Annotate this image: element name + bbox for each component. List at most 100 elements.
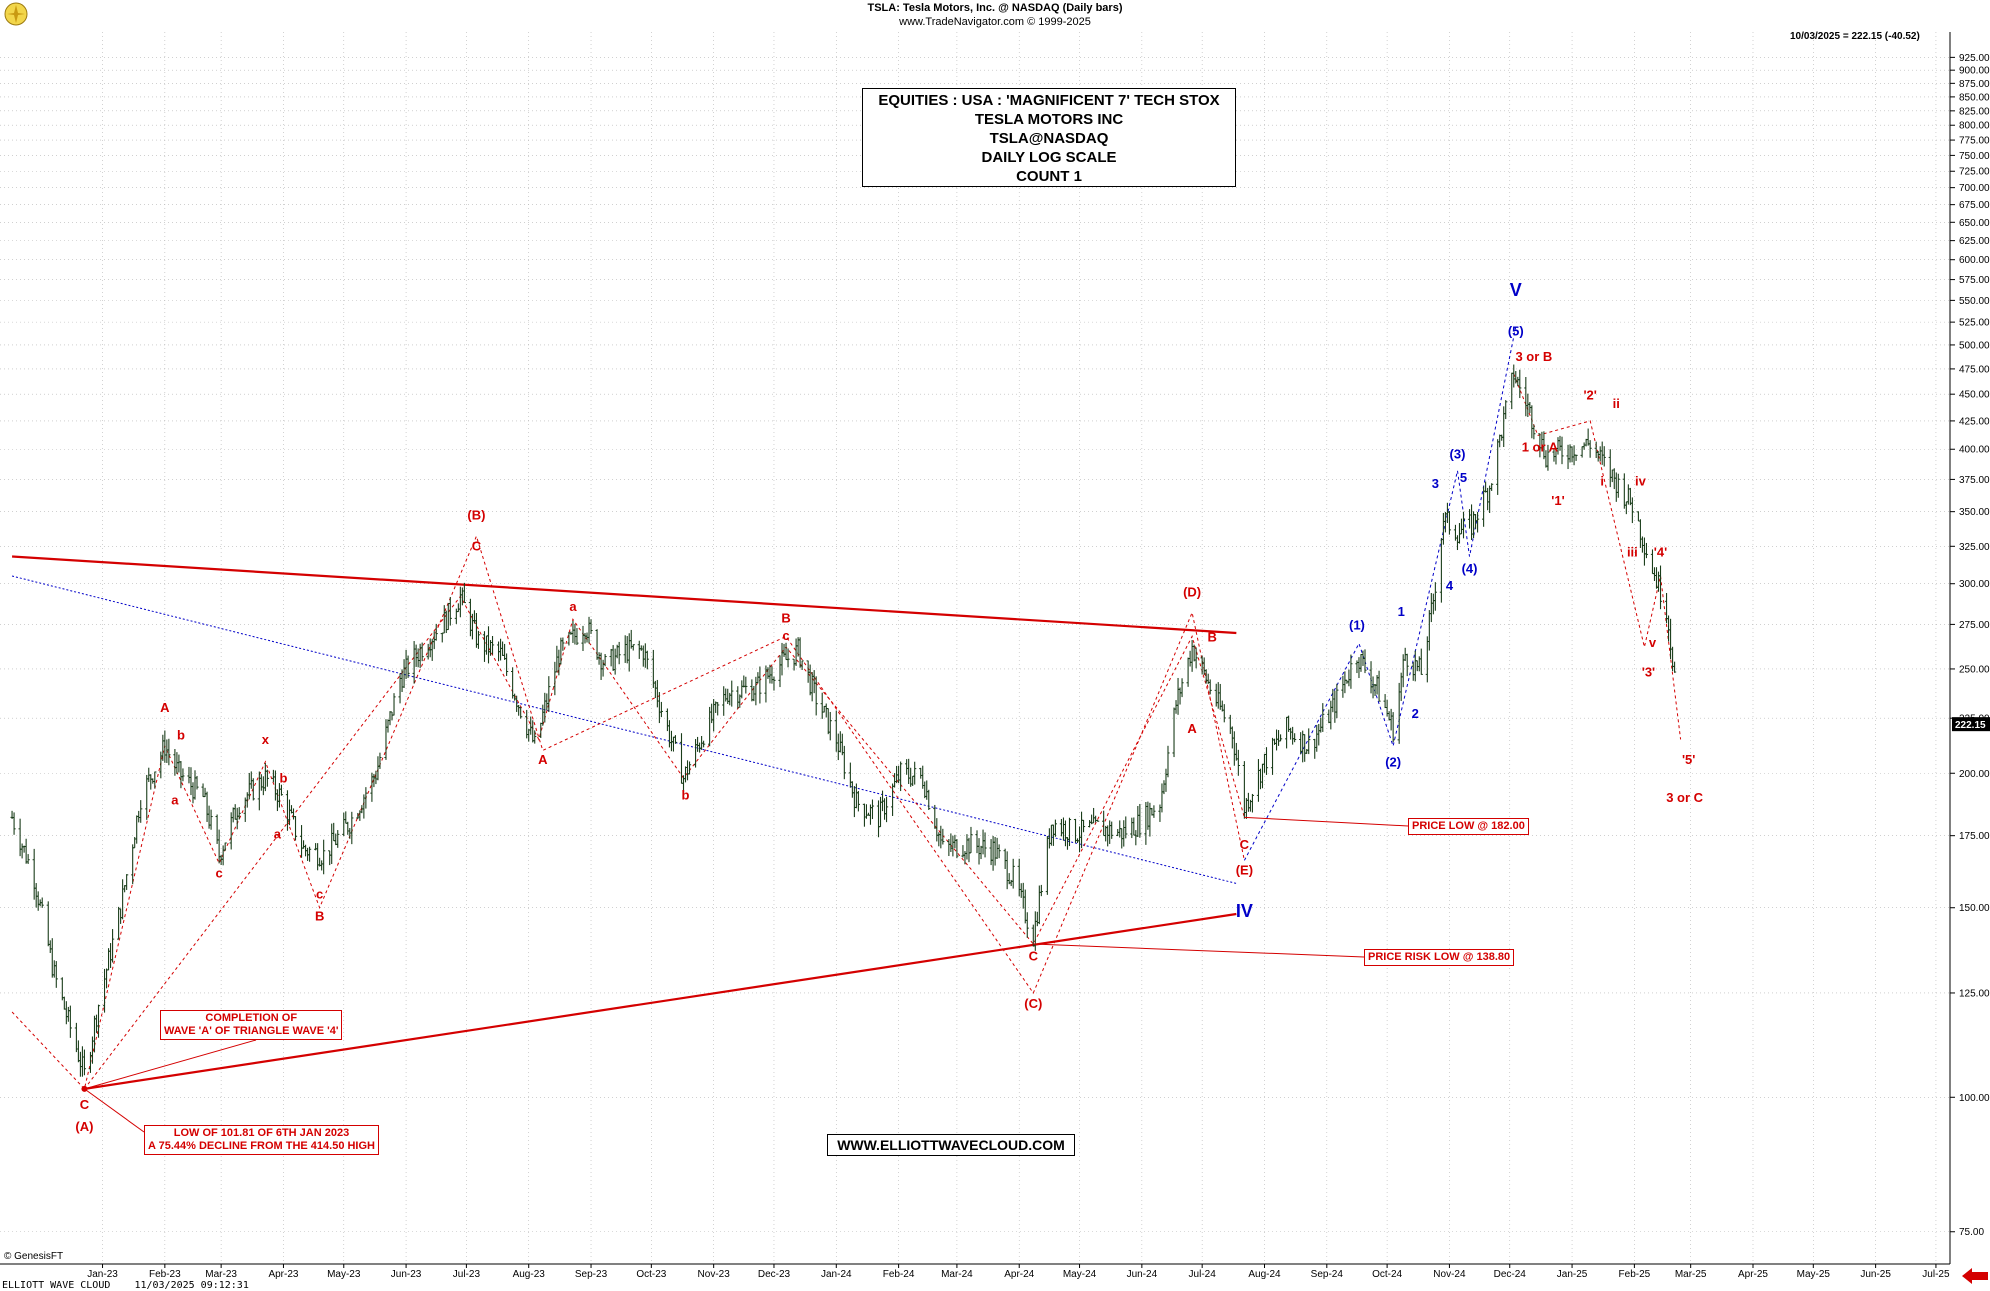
price-bar xyxy=(800,660,804,670)
price-bar xyxy=(975,830,979,854)
price-bar xyxy=(515,695,519,712)
price-bar xyxy=(121,879,125,920)
price-bar xyxy=(426,643,430,660)
price-bar xyxy=(1164,768,1168,792)
price-bar xyxy=(1260,763,1265,789)
price-bar xyxy=(842,745,846,780)
price-bar xyxy=(545,693,549,711)
title-line: COUNT 1 xyxy=(1016,168,1082,185)
price-bar xyxy=(695,736,700,752)
price-bar xyxy=(1160,783,1164,813)
price-bar xyxy=(659,701,663,718)
wave-label: c xyxy=(316,886,323,901)
price-bar xyxy=(145,774,149,820)
wave-path xyxy=(11,534,1245,1090)
price-bar xyxy=(414,644,418,667)
chart-header-title: TSLA: Tesla Motors, Inc. @ NASDAQ (Daily… xyxy=(867,2,1123,14)
price-bar xyxy=(778,655,782,688)
website-label: WWW.ELLIOTTWAVECLOUD.COM xyxy=(827,1134,1075,1156)
price-bar xyxy=(756,672,760,684)
price-bar xyxy=(772,676,776,691)
price-bar xyxy=(1377,670,1381,702)
price-bar xyxy=(1284,716,1289,749)
price-bar xyxy=(1023,889,1027,924)
price-bar xyxy=(702,740,706,748)
price-bar xyxy=(1222,704,1226,723)
price-bar xyxy=(949,833,953,853)
y-tick-label: 275.00 xyxy=(1959,620,1990,631)
wave-label: v xyxy=(1649,635,1657,650)
wave-label: '1' xyxy=(1551,493,1564,508)
price-bar xyxy=(1242,761,1246,819)
price-bar xyxy=(1411,661,1415,681)
price-bar xyxy=(271,769,276,783)
price-bar xyxy=(1053,819,1058,837)
price-bar xyxy=(1668,618,1673,660)
price-bar xyxy=(1216,682,1220,709)
price-bar xyxy=(935,818,939,842)
x-tick-label: Jun-24 xyxy=(1127,1269,1158,1280)
price-bar xyxy=(46,901,50,947)
price-bar xyxy=(108,943,113,969)
price-bar xyxy=(708,706,712,747)
price-bar xyxy=(1079,811,1084,849)
price-bar xyxy=(1124,816,1128,839)
scroll-right-arrow-icon[interactable] xyxy=(1962,1268,1988,1284)
y-tick-label: 875.00 xyxy=(1959,79,1990,90)
price-bar xyxy=(1047,828,1051,849)
price-bar xyxy=(1502,406,1506,448)
price-bar xyxy=(50,938,54,978)
price-bar xyxy=(18,818,22,857)
wave-label: '4' xyxy=(1654,544,1667,559)
price-bar xyxy=(1427,610,1431,651)
price-bar xyxy=(1447,511,1452,535)
price-bar xyxy=(595,629,599,660)
price-bar xyxy=(1642,537,1647,566)
price-bar xyxy=(854,783,858,809)
price-bar xyxy=(1586,428,1590,446)
price-bar xyxy=(1369,661,1373,694)
price-bar xyxy=(553,661,557,696)
y-tick-label: 325.00 xyxy=(1959,542,1990,553)
price-bar xyxy=(1021,882,1025,909)
price-bar xyxy=(456,603,460,613)
price-bar xyxy=(1037,885,1041,925)
last-quote: 10/03/2025 = 222.15 (-40.52) xyxy=(1790,31,1920,42)
price-bar xyxy=(1546,444,1550,471)
price-bar xyxy=(1315,724,1319,752)
price-bar xyxy=(1176,677,1180,715)
price-bar xyxy=(1475,511,1480,533)
price-bar xyxy=(398,673,402,704)
price-bar xyxy=(669,730,674,752)
price-bar xyxy=(1461,511,1466,539)
price-bar xyxy=(36,891,40,911)
price-bar xyxy=(758,666,762,704)
price-bar xyxy=(750,679,754,702)
price-bar xyxy=(117,906,121,940)
price-bar xyxy=(322,839,326,875)
price-bar xyxy=(231,807,235,823)
price-bar xyxy=(430,638,434,661)
price-bar xyxy=(625,636,629,664)
price-bar xyxy=(486,626,491,664)
x-tick-label: Sep-24 xyxy=(1311,1269,1344,1280)
price-bar xyxy=(1387,711,1391,721)
wave-label: C xyxy=(472,539,482,554)
price-bar xyxy=(1144,802,1148,845)
y-tick-label: 425.00 xyxy=(1959,416,1990,427)
price-bar xyxy=(217,829,221,864)
price-bar xyxy=(490,636,495,655)
price-bar xyxy=(603,654,607,667)
price-bar xyxy=(561,637,565,651)
y-tick-label: 925.00 xyxy=(1959,53,1990,64)
price-bar xyxy=(376,756,380,781)
price-bar xyxy=(1628,487,1632,506)
last-price-tag xyxy=(1952,717,1990,732)
x-tick-label: Mar-23 xyxy=(205,1269,237,1280)
x-tick-label: Feb-24 xyxy=(883,1269,915,1280)
y-tick-label: 750.00 xyxy=(1959,151,1990,162)
trendlines xyxy=(11,555,1237,1090)
x-tick-label: Dec-24 xyxy=(1494,1269,1527,1280)
y-tick-label: 825.00 xyxy=(1959,106,1990,117)
price-bar xyxy=(1383,694,1387,709)
